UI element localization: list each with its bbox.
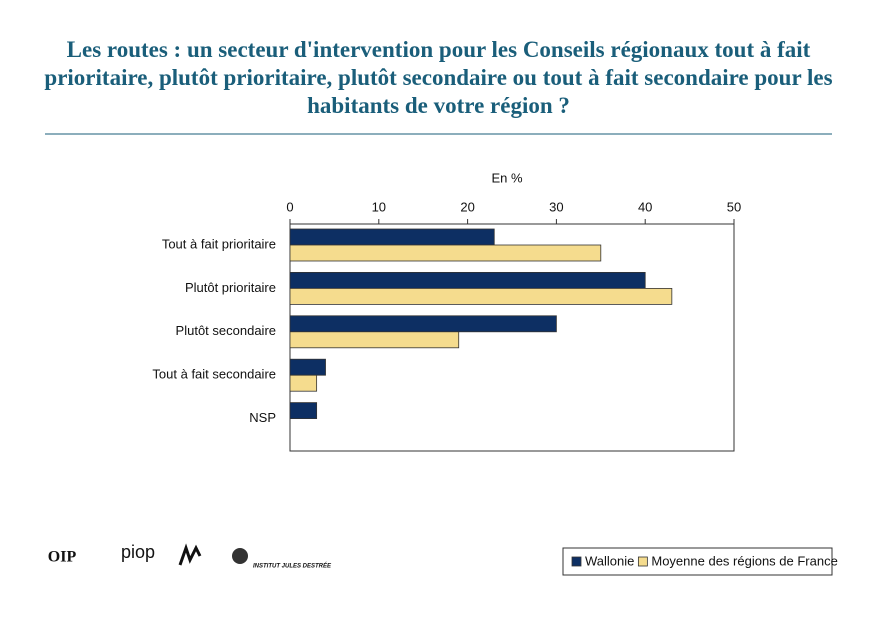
bar: [289, 287, 673, 305]
x-tick-label: 30: [549, 199, 563, 214]
bar: [289, 228, 495, 246]
logo: INSTITUT JULES DESTRÉE: [253, 562, 332, 570]
chart-title: Les routes : un secteur d'intervention p…: [44, 37, 833, 118]
logo-mark: [232, 548, 248, 564]
logo-mark: [178, 543, 202, 566]
bar: [289, 374, 318, 392]
logo: piop: [121, 542, 155, 562]
bar: [289, 315, 557, 333]
bar: [289, 358, 326, 376]
x-tick-label: 40: [638, 199, 652, 214]
x-axis-label: En %: [491, 170, 523, 185]
x-tick-label: 50: [727, 199, 741, 214]
y-tick-label: Tout à fait secondaire: [152, 367, 276, 382]
bar: [289, 271, 646, 289]
legend-label: Wallonie: [585, 553, 634, 568]
legend-swatch: [637, 556, 648, 567]
x-tick-label: 0: [286, 199, 293, 214]
x-tick-label: 10: [372, 199, 386, 214]
logos: OIP piop INSTITUT JULES DESTRÉE: [48, 542, 332, 570]
bar: [289, 331, 460, 349]
x-tick-label: 20: [460, 199, 474, 214]
y-tick-label: NSP: [249, 410, 276, 425]
legend-swatch: [571, 556, 582, 567]
legend-box: [562, 547, 833, 576]
bar: [289, 244, 602, 262]
bar: [289, 402, 318, 420]
logo: OIP: [48, 549, 77, 566]
y-tick-label: Plutôt secondaire: [176, 323, 276, 338]
y-tick-label: Plutôt prioritaire: [185, 280, 276, 295]
legend-label: Moyenne des régions de France: [651, 553, 837, 568]
y-tick-label: Tout à fait prioritaire: [162, 236, 276, 251]
